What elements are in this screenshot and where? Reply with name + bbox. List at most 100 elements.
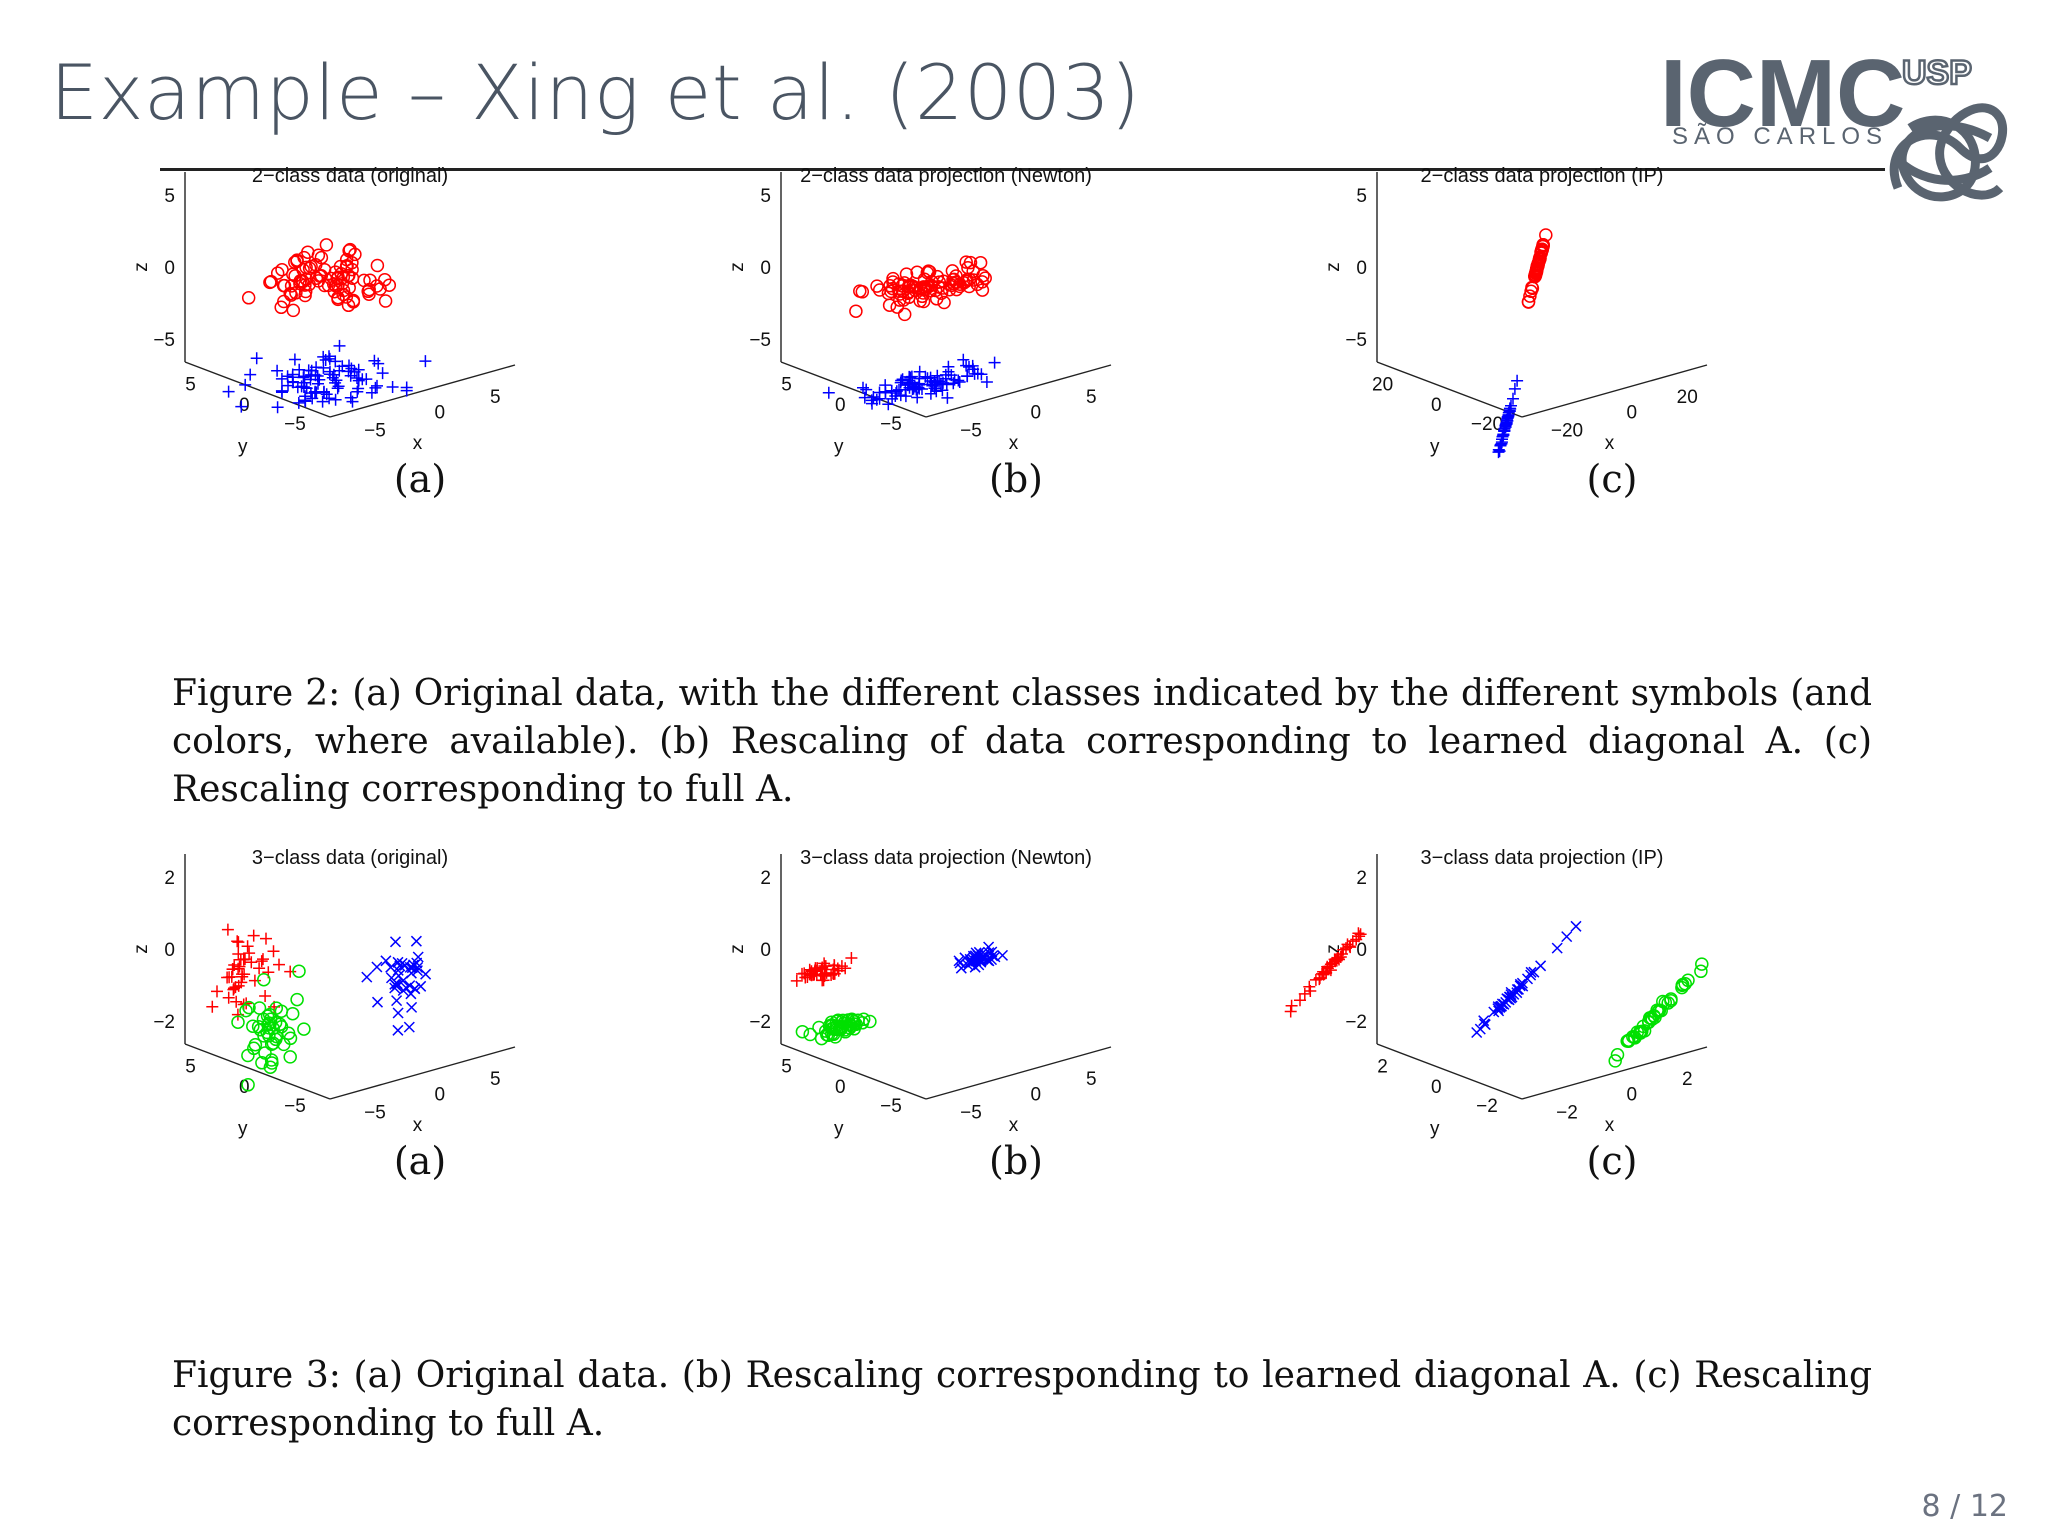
data-point — [931, 369, 944, 382]
data-point — [1645, 1012, 1659, 1026]
series-1 — [222, 339, 432, 414]
y-tick-label: 2 — [1377, 1056, 1388, 1077]
data-point — [967, 950, 979, 962]
chart-title: 3−class data (original) — [252, 847, 448, 869]
data-point — [281, 1026, 296, 1041]
y-axis-line — [184, 1043, 331, 1100]
data-point — [1664, 992, 1678, 1006]
z-tick-label: −2 — [749, 1012, 771, 1033]
data-point — [838, 1025, 853, 1039]
slide-title: Example – Xing et al. (2003) — [50, 48, 1141, 137]
data-point — [239, 1003, 253, 1018]
y-axis-line — [780, 361, 927, 418]
data-point — [245, 956, 258, 969]
data-point — [1284, 1005, 1297, 1018]
y-tick-label: −5 — [284, 414, 306, 435]
x-axis-label: x — [1605, 433, 1615, 454]
data-point — [257, 953, 269, 966]
y-tick-label: 20 — [1372, 374, 1393, 395]
x-tick-label: 0 — [1030, 402, 1041, 423]
chart-title: 2−class data (original) — [252, 165, 448, 187]
data-point — [292, 964, 306, 978]
data-point — [895, 279, 909, 293]
data-point — [400, 384, 413, 397]
data-point — [356, 373, 369, 386]
data-point — [336, 360, 349, 373]
x-axis-label: x — [1605, 1115, 1615, 1136]
data-point — [304, 373, 317, 386]
data-point — [211, 985, 223, 998]
data-point — [230, 995, 243, 1008]
data-point — [1501, 411, 1514, 423]
data-point — [1694, 964, 1708, 979]
data-point — [329, 393, 342, 406]
data-point — [314, 250, 329, 265]
y-tick-label: 0 — [239, 395, 250, 416]
data-point — [299, 394, 311, 407]
data-point — [976, 268, 990, 283]
data-point — [341, 298, 356, 313]
data-point — [911, 391, 924, 404]
y-axis-label: y — [1430, 1118, 1440, 1139]
data-point — [369, 381, 382, 394]
page-number: 8 / 12 — [1921, 1489, 2008, 1524]
data-point — [241, 940, 254, 953]
data-point — [873, 386, 886, 399]
x-tick-label: 5 — [490, 387, 501, 408]
y-tick-label: 5 — [185, 1056, 196, 1077]
data-point — [790, 974, 803, 987]
x-axis-line — [925, 364, 1112, 418]
data-point — [352, 363, 365, 376]
z-tick-label: −5 — [1345, 330, 1367, 351]
figure3-caption: Figure 3: (a) Original data. (b) Rescali… — [172, 1355, 1872, 1444]
y-tick-label: −2 — [1476, 1096, 1498, 1117]
data-point — [983, 941, 995, 953]
data-point — [275, 262, 289, 277]
x-axis-label: x — [413, 1115, 423, 1136]
data-point — [228, 982, 240, 995]
data-point — [980, 376, 993, 388]
data-point — [1656, 994, 1670, 1009]
data-point — [244, 368, 257, 381]
data-point — [273, 958, 285, 971]
data-point — [937, 295, 951, 310]
data-point — [957, 353, 970, 366]
data-point — [910, 265, 924, 280]
x-axis-line — [1521, 1046, 1708, 1100]
data-point — [1334, 951, 1347, 963]
data-point — [895, 374, 908, 387]
data-point — [246, 1019, 260, 1033]
data-point — [1570, 920, 1582, 932]
data-point — [298, 288, 312, 303]
data-point — [309, 271, 324, 285]
data-point — [1508, 382, 1521, 395]
y-axis-line — [780, 1043, 927, 1100]
data-point — [260, 932, 272, 945]
y-tick-label: 0 — [835, 395, 846, 416]
data-point — [1529, 264, 1544, 278]
data-point — [1354, 928, 1367, 941]
y-tick-label: 5 — [185, 374, 196, 395]
data-point — [986, 946, 998, 958]
series-0 — [206, 923, 297, 1021]
logo-badge: USP — [1902, 54, 1972, 92]
data-point — [343, 242, 357, 257]
data-point — [1495, 436, 1508, 449]
data-point — [301, 245, 315, 259]
data-point — [1500, 413, 1513, 426]
z-tick-label: −2 — [1345, 1012, 1367, 1033]
data-point — [1505, 399, 1517, 412]
z-tick-label: −2 — [153, 1012, 175, 1033]
panel-label: (a) — [394, 457, 446, 501]
data-point — [1652, 1003, 1667, 1017]
x-tick-label: 20 — [1677, 387, 1698, 408]
chart-3class-ip: 3−class data projection (IP) −2 0 2 2 0 −2 2 0 −2… — [1284, 844, 1902, 1264]
y-tick-label: 5 — [781, 374, 792, 395]
data-point — [1298, 987, 1311, 1000]
data-point — [1525, 281, 1540, 296]
data-point — [241, 291, 256, 305]
data-point — [882, 298, 897, 312]
data-point — [953, 955, 965, 967]
data-point — [286, 368, 299, 381]
data-point — [896, 284, 910, 298]
